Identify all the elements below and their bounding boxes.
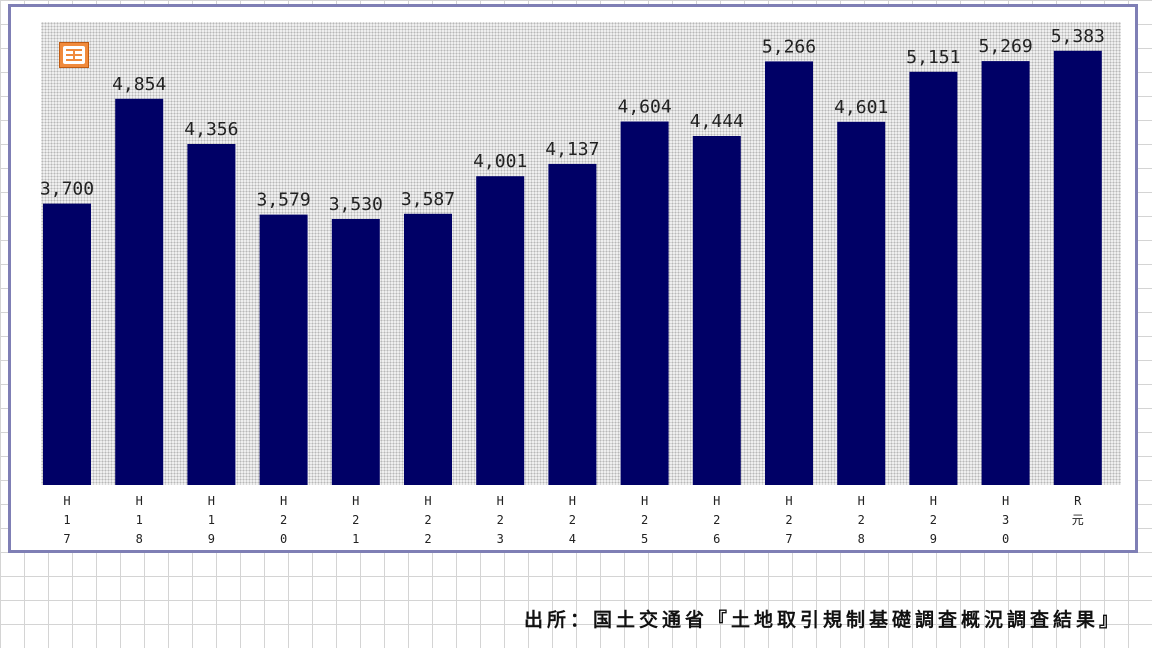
tick-label-H25-2: 5 bbox=[641, 532, 648, 546]
tick-label-H28-2: 8 bbox=[858, 532, 865, 546]
data-label-H30: 5,269 bbox=[979, 36, 1033, 57]
bar-chart: 3,700 H 1 7 4,854 H 1 8 4,356 H 1 9 3,579 H 2 0 3,530 H 2 1… bbox=[40, 26, 1105, 546]
tick-label-H23-0: H bbox=[497, 494, 504, 508]
bar-H22 bbox=[404, 213, 452, 486]
tick-label-H27-1: 2 bbox=[785, 513, 792, 527]
tick-label-R元-1: 元 bbox=[1072, 513, 1084, 527]
bar-H30 bbox=[981, 61, 1030, 485]
bar-H25 bbox=[620, 121, 669, 485]
tick-label-H25-1: 2 bbox=[641, 513, 648, 527]
tick-label-H22-0: H bbox=[424, 494, 431, 508]
bar-H27 bbox=[765, 61, 813, 486]
bar-H26 bbox=[692, 136, 741, 485]
data-label-H20: 3,579 bbox=[257, 190, 311, 211]
tick-label-H28-1: 2 bbox=[858, 513, 865, 527]
source-note: 出所：国土交通省『土地取引規制基礎調査概況調査結果』 bbox=[523, 609, 1122, 631]
data-label-H26: 4,444 bbox=[690, 111, 744, 132]
bar-H29 bbox=[909, 71, 958, 486]
tick-label-H23-1: 2 bbox=[497, 513, 504, 527]
tick-label-H19-1: 1 bbox=[208, 513, 215, 527]
tick-label-H17-2: 7 bbox=[63, 532, 70, 546]
data-label-H19: 4,356 bbox=[184, 119, 238, 140]
tick-label-H17-0: H bbox=[63, 494, 70, 508]
tick-label-H24-1: 2 bbox=[569, 513, 576, 527]
tick-label-H21-0: H bbox=[352, 494, 359, 508]
data-label-H24: 4,137 bbox=[545, 139, 599, 160]
data-label-H17: 3,700 bbox=[40, 179, 94, 200]
tick-label-H29-1: 2 bbox=[930, 513, 937, 527]
tick-label-H21-2: 1 bbox=[352, 532, 359, 546]
data-label-H27: 5,266 bbox=[762, 36, 816, 57]
data-label-H18: 4,854 bbox=[112, 74, 166, 95]
tick-label-H25-0: H bbox=[641, 494, 648, 508]
tick-label-H22-1: 2 bbox=[424, 513, 431, 527]
data-label-R元: 5,383 bbox=[1051, 26, 1105, 47]
data-label-H29: 5,151 bbox=[906, 47, 960, 68]
data-label-H22: 3,587 bbox=[401, 189, 455, 210]
chart-frame: 3,700 H 1 7 4,854 H 1 8 4,356 H 1 9 3,579 H 2 0 3,530 H 2 1… bbox=[8, 4, 1138, 553]
tick-label-H18-2: 8 bbox=[136, 532, 143, 546]
data-label-H23: 4,001 bbox=[473, 151, 527, 172]
tick-label-H27-2: 7 bbox=[785, 532, 792, 546]
data-label-H28: 4,601 bbox=[834, 97, 888, 118]
tick-label-H26-1: 2 bbox=[713, 513, 720, 527]
tick-label-H24-2: 4 bbox=[569, 532, 576, 546]
tick-label-H24-0: H bbox=[569, 494, 576, 508]
tick-label-H29-0: H bbox=[930, 494, 937, 508]
tick-label-H26-2: 6 bbox=[713, 532, 720, 546]
tick-label-H17-1: 1 bbox=[63, 513, 70, 527]
tick-label-H29-2: 9 bbox=[930, 532, 937, 546]
bar-R元 bbox=[1053, 50, 1102, 486]
tick-label-H28-0: H bbox=[858, 494, 865, 508]
bar-H19 bbox=[187, 144, 236, 485]
tick-label-H27-0: H bbox=[785, 494, 792, 508]
tick-label-H26-0: H bbox=[713, 494, 720, 508]
tick-label-H20-1: 2 bbox=[280, 513, 287, 527]
tick-label-H30-0: H bbox=[1002, 494, 1009, 508]
tick-label-H19-0: H bbox=[208, 494, 215, 508]
data-label-H25: 4,604 bbox=[618, 97, 672, 118]
tick-label-H18-0: H bbox=[136, 494, 143, 508]
bar-H23 bbox=[476, 176, 525, 485]
tick-label-H19-2: 9 bbox=[208, 532, 215, 546]
tick-label-H18-1: 1 bbox=[136, 513, 143, 527]
bar-H21 bbox=[331, 219, 380, 485]
tick-label-H23-2: 3 bbox=[497, 532, 504, 546]
bar-H24 bbox=[548, 163, 597, 485]
bar-H17 bbox=[43, 203, 91, 485]
data-label-H21: 3,530 bbox=[329, 194, 383, 215]
new-icon bbox=[59, 42, 89, 68]
tick-label-H21-1: 2 bbox=[352, 513, 359, 527]
tick-label-H20-0: H bbox=[280, 494, 287, 508]
tick-label-H30-2: 0 bbox=[1002, 532, 1009, 546]
tick-label-H22-2: 2 bbox=[424, 532, 431, 546]
bar-H18 bbox=[115, 98, 164, 486]
tick-label-H20-2: 0 bbox=[280, 532, 287, 546]
tick-label-H30-1: 3 bbox=[1002, 513, 1009, 527]
tick-label-R元-0: R bbox=[1074, 494, 1082, 508]
bar-H20 bbox=[259, 214, 308, 485]
bar-H28 bbox=[837, 121, 886, 486]
